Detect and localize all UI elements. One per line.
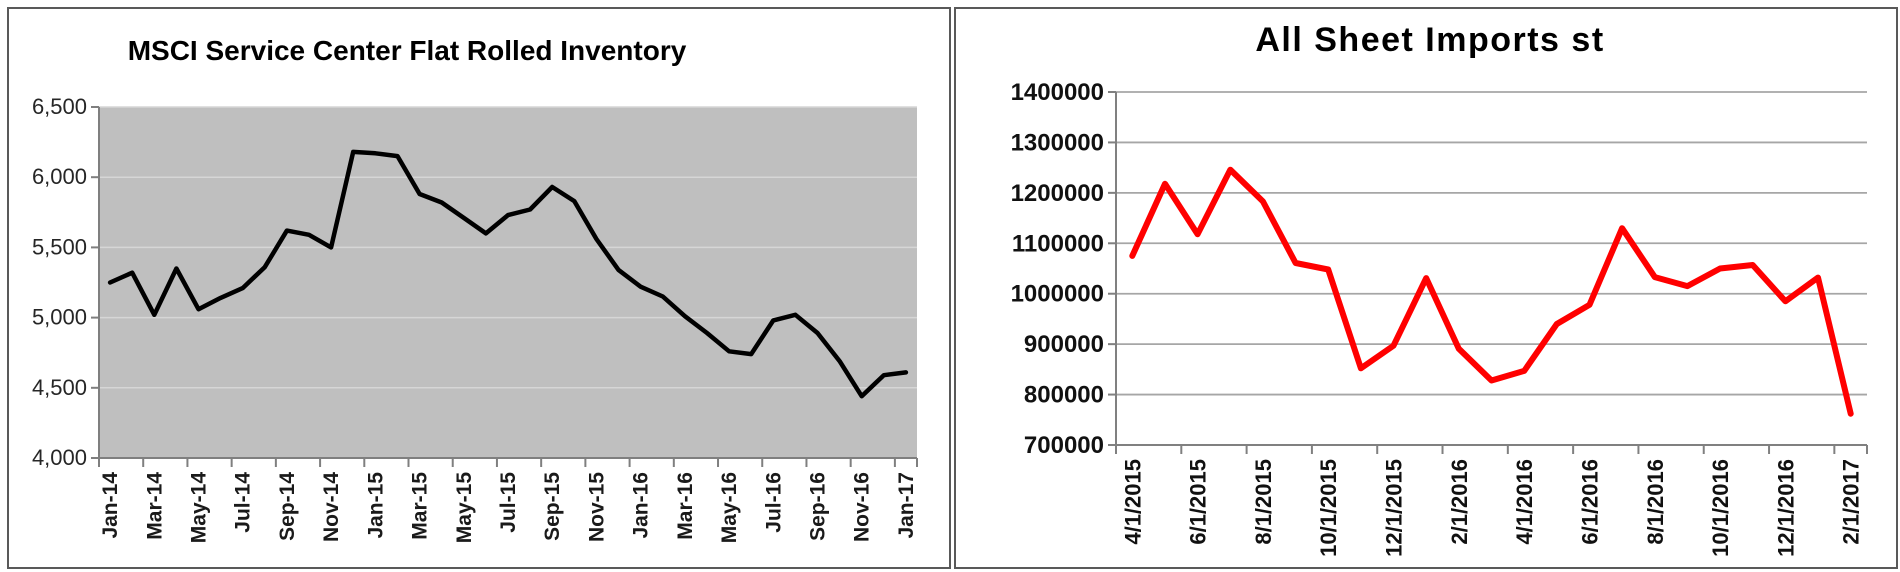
x-tick-label: Jan-14: [99, 472, 122, 539]
x-tick-label: 12/1/2015: [1382, 459, 1407, 557]
y-tick-label: 1100000: [1012, 230, 1104, 257]
data-series-line: [1129, 166, 1854, 417]
y-tick-label: 900000: [1024, 331, 1104, 358]
y-tick-label: 5,000: [32, 305, 87, 330]
x-tick-label: 10/1/2015: [1316, 459, 1341, 557]
x-tick-label: Mar-15: [409, 472, 432, 540]
plot-area: [99, 107, 917, 458]
x-tick-label: Nov-15: [585, 472, 608, 542]
y-tick-label: 1400000: [1011, 79, 1104, 106]
x-tick-label: 10/1/2016: [1708, 459, 1733, 557]
x-tick-label: Nov-14: [320, 472, 343, 542]
x-tick-label: 2/1/2017: [1839, 459, 1864, 545]
x-tick-label: Sep-16: [807, 472, 830, 541]
y-tick-label: 800000: [1024, 382, 1104, 409]
x-tick-label: Sep-15: [541, 472, 564, 541]
chart-panel-imports: 1400000 1300000 1200000 1100000 1000000 90000…: [954, 7, 1898, 569]
chart-title-imports: All Sheet Imports st: [1255, 21, 1605, 59]
x-tick-label: 4/1/2015: [1120, 459, 1145, 545]
y-tick-label: 1200000: [1011, 180, 1104, 207]
x-tick-label: Mar-14: [143, 472, 166, 540]
chart-title-inventory: MSCI Service Center Flat Rolled Inventor…: [127, 35, 687, 66]
x-tick-label: 6/1/2016: [1577, 459, 1602, 545]
x-tick-label: 12/1/2016: [1773, 459, 1798, 557]
data-series-line: [107, 149, 909, 399]
y-tick-label: 700000: [1024, 432, 1104, 459]
chart-panel-inventory: 6,500 6,000 5,500 5,000 4,500 4,000 Jan-14 Mar-…: [7, 7, 951, 569]
x-tick-label: Nov-16: [851, 472, 874, 542]
y-tick-label: 5,500: [32, 234, 87, 259]
x-tick-label: Jul-14: [232, 472, 255, 533]
x-tick-label: 2/1/2016: [1447, 459, 1472, 545]
y-tick-label: 1000000: [1011, 281, 1104, 308]
x-tick-label: Jul-16: [762, 472, 785, 533]
x-tick-label: Jul-15: [497, 472, 520, 533]
x-tick-label: May-14: [187, 472, 210, 544]
y-tick-label: 6,000: [32, 164, 87, 189]
inventory-line-chart: 6,500 6,000 5,500 5,000 4,500 4,000 Jan-14 Mar-…: [32, 94, 918, 544]
x-tick-label: Mar-16: [674, 472, 697, 540]
x-tick-label: Jan-17: [895, 472, 918, 539]
x-tick-label: 8/1/2015: [1251, 459, 1276, 545]
x-tick-label: May-16: [718, 472, 741, 543]
imports-line-chart: 1400000 1300000 1200000 1100000 1000000 90000…: [1011, 79, 1868, 557]
x-tick-label: 6/1/2015: [1186, 459, 1211, 545]
x-tick-label: 8/1/2016: [1643, 459, 1668, 545]
y-tick-label: 6,500: [32, 94, 87, 119]
y-tick-label: 1300000: [1011, 129, 1104, 156]
y-tick-label: 4,500: [32, 375, 87, 400]
x-tick-label: Jan-15: [364, 472, 387, 539]
x-tick-label: May-15: [453, 472, 476, 544]
x-tick-label: 4/1/2016: [1512, 459, 1537, 545]
x-tick-label: Jan-16: [630, 472, 653, 539]
x-tick-label: Sep-14: [276, 472, 299, 541]
y-tick-label: 4,000: [32, 445, 87, 470]
